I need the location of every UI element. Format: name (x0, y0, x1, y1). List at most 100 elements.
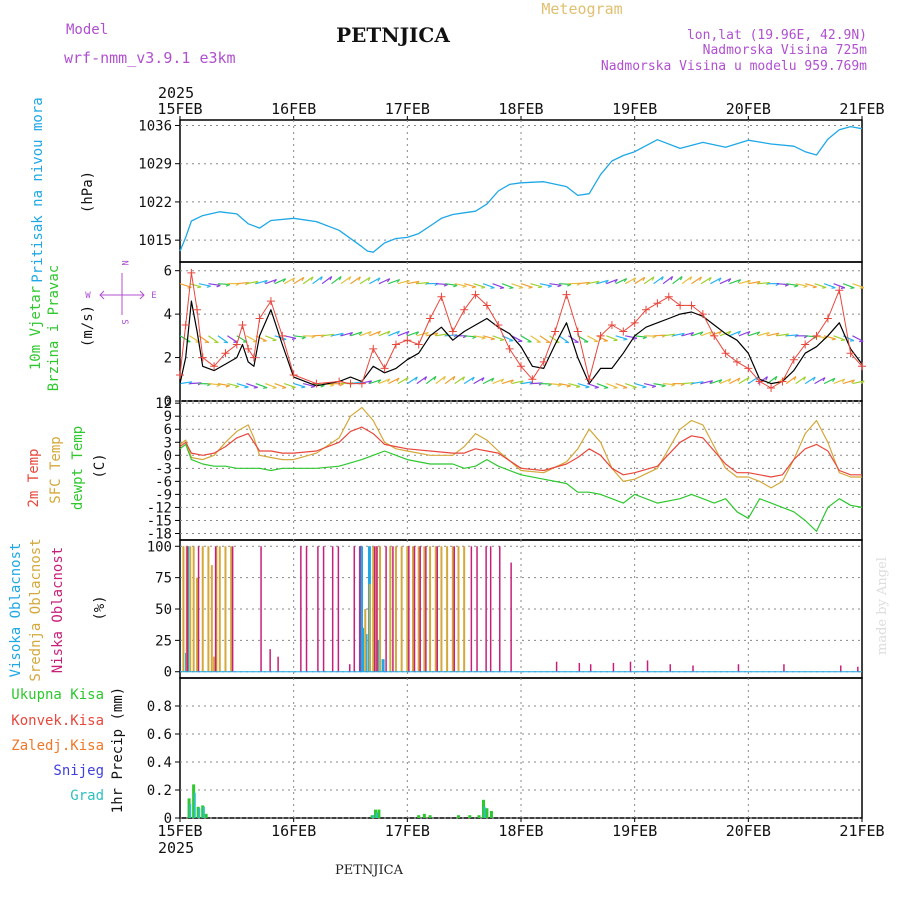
wind-arrow-head-icon (614, 340, 618, 341)
wind-arrow-head-icon (623, 388, 627, 389)
wind-arrow-head-icon (301, 387, 305, 388)
pressure-side-label: Pritisak na nivou mora (30, 97, 46, 282)
ytick-label-clouds: 0 (164, 665, 172, 681)
ytick-label-wind: 6 (164, 264, 172, 280)
xtick-bottom-label: 17FEB (385, 822, 430, 840)
xtick-bottom-label: 18FEB (498, 822, 543, 840)
wind-arrow-head-icon (273, 340, 277, 341)
footer-station: PETNJICA (335, 863, 404, 878)
ytick-label-precip: 0.6 (147, 727, 172, 743)
temp-side-label-1: 2m Temp (26, 448, 42, 507)
xtick-top-label: 17FEB (385, 100, 430, 118)
legend-snow: Snijeg (53, 763, 104, 779)
compass-s: S (119, 319, 129, 324)
ytick-label-clouds: 75 (155, 571, 172, 587)
ytick-label-pressure: 1036 (138, 118, 172, 134)
compass-w: W (85, 291, 91, 301)
wind-arrow-head-icon (595, 387, 599, 388)
precip-bar-total (490, 811, 493, 818)
xtick-bottom-label: 16FEB (271, 822, 316, 840)
wind-arrow-head-icon (509, 288, 513, 289)
compass-n: N (119, 260, 129, 265)
wind-arrow-head-icon (244, 387, 248, 388)
ytick-label-precip: 0.8 (147, 699, 172, 715)
ytick-label-precip: 0.2 (147, 783, 172, 799)
wind-arrow-head-icon (292, 387, 296, 388)
lonlat-text: lon,lat (19.96E, 42.9N) (687, 28, 867, 43)
xtick-bottom-label: 20FEB (726, 822, 771, 840)
wind-arrow-head-icon (529, 287, 533, 288)
xtick-bottom-label: 19FEB (612, 822, 657, 840)
temp-side-label-3: dewpt Temp (70, 426, 86, 510)
model-label: Model (66, 22, 108, 38)
precip-bar-total (457, 815, 460, 818)
wind-arrow-head-icon (491, 288, 495, 289)
precip-bar-total (377, 810, 380, 818)
wind-side-label-1: 10m Vjetar (28, 286, 44, 370)
cloud-ylabel: (%) (92, 595, 108, 620)
wind-arrow-head-icon (822, 287, 826, 288)
cloud-side-label-3: Niska Oblacnost (50, 547, 66, 673)
xtick-top-label: 19FEB (612, 100, 657, 118)
xtick-top-label: 18FEB (498, 100, 543, 118)
ytick-label-pressure: 1029 (138, 157, 172, 173)
xtick-bottom-label: 21FEB (839, 822, 884, 840)
ytick-label-wind: 2 (164, 351, 172, 367)
wind-ylabel: (m/s) (80, 305, 96, 347)
wind-side-label-2: Brzina i Pravac (46, 265, 62, 391)
year-bottom: 2025 (158, 839, 194, 857)
precip-ylabel: 1hr Precip (mm) (110, 687, 126, 813)
precip-bar-total (205, 814, 208, 818)
xtick-top-label: 16FEB (271, 100, 316, 118)
ytick-label-wind: 4 (164, 307, 172, 323)
precip-bar-total (485, 808, 488, 818)
temp-side-label-2: SFC Temp (48, 436, 64, 503)
pressure-ylabel: (hPa) (80, 171, 96, 213)
ytick-label-precip: 0.4 (147, 755, 172, 771)
precip-bar-hail (484, 807, 486, 818)
precip-bar-hail (198, 808, 200, 818)
ytick-label-precip: 0 (164, 811, 172, 827)
wind-arrow-head-icon (832, 288, 836, 289)
temp-ylabel: (C) (92, 453, 108, 478)
model-altitude-text: Nadmorska Visina u modelu 959.769m (601, 59, 867, 74)
wind-arrow-head-icon (614, 388, 618, 389)
ytick-label-clouds: 100 (147, 539, 172, 555)
ytick-label-clouds: 50 (155, 602, 172, 618)
wind-arrow-head-icon (500, 340, 504, 341)
wind-arrow-head-icon (604, 388, 608, 389)
xtick-top-label: 20FEB (726, 100, 771, 118)
precip-bar-hail (189, 804, 191, 818)
precip-bar-total (429, 815, 432, 818)
legend-total-rain: Ukupna Kisa (11, 687, 104, 703)
legend-hail: Grad (70, 788, 104, 804)
compass-e: E (151, 291, 156, 301)
wind-arrow-head-icon (633, 387, 637, 388)
wind-arrow-head-icon (500, 288, 504, 289)
meteogram-label: Meteogram (541, 0, 622, 18)
xtick-top-label: 21FEB (839, 100, 884, 118)
precip-bar-hail (372, 815, 374, 818)
precip-bar-total (423, 814, 426, 818)
xtick-top-label: 15FEB (157, 100, 202, 118)
station-title: PETNJICA (336, 23, 450, 47)
wind-arrow-head-icon (282, 388, 286, 389)
wind-arrow-head-icon (273, 388, 277, 389)
wind-arrow-head-icon (481, 287, 485, 288)
precip-bar-total (477, 815, 480, 818)
ytick-label-clouds: 25 (155, 633, 172, 649)
wind-arrow-head-icon (860, 288, 864, 289)
wind-arrow-head-icon (263, 388, 267, 389)
wind-arrow-head-icon (254, 387, 258, 388)
precip-bar-hail (376, 812, 378, 818)
wind-arrow-head-icon (519, 288, 523, 289)
made-by-text: made by Angel (875, 557, 890, 655)
precip-bar-total (468, 815, 471, 818)
model-name: wrf-nmm_v3.9.1 e3km (64, 49, 236, 67)
precip-bar-hail (194, 793, 196, 818)
wind-arrow-head-icon (850, 288, 854, 289)
wind-arrow-head-icon (841, 340, 845, 341)
